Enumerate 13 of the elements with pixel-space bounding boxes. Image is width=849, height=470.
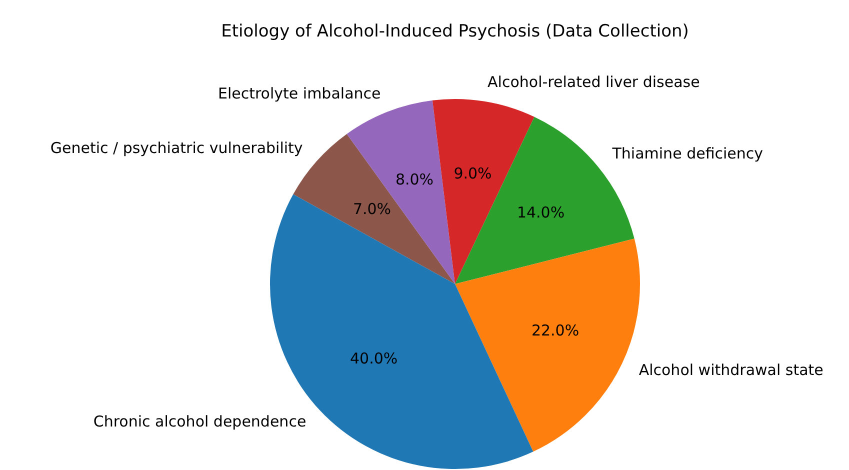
chart-title: Etiology of Alcohol-Induced Psychosis (Data Collection) — [221, 21, 689, 42]
data-label: 9.0% — [454, 164, 492, 182]
slice-label: Electrolyte imbalance — [218, 84, 381, 102]
slice-label: Thiamine deficiency — [611, 144, 764, 163]
slice-label: Chronic alcohol dependence — [93, 412, 306, 431]
slice-label: Alcohol withdrawal state — [638, 361, 824, 380]
slice-label: Alcohol-related liver disease — [488, 73, 700, 92]
data-label: 22.0% — [531, 322, 580, 340]
slice-label: Genetic / psychiatric vulnerability — [50, 138, 303, 157]
data-label: 7.0% — [352, 200, 392, 218]
data-label: 14.0% — [516, 203, 565, 222]
data-label: 8.0% — [395, 170, 434, 189]
data-label: 40.0% — [350, 350, 398, 368]
